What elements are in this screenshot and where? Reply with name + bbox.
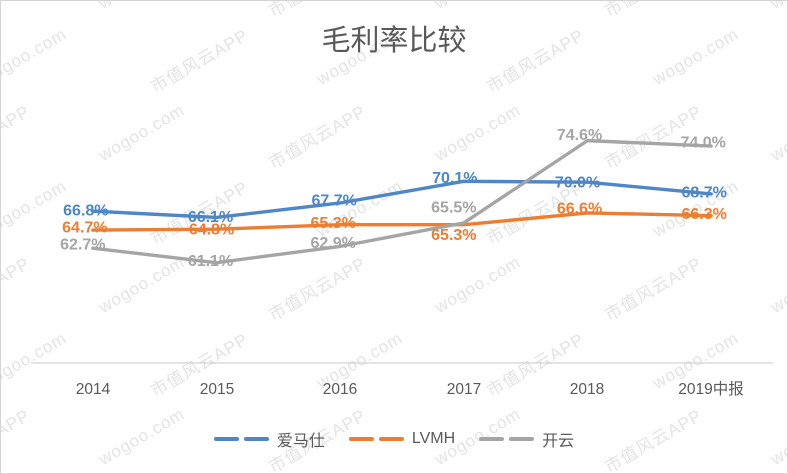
tick-label-2017: 2017 <box>447 381 481 398</box>
legend-item-lvmh: LVMH <box>348 430 456 448</box>
chart-title: 毛利率比较 <box>321 25 467 57</box>
data-label: 74.0% <box>680 135 725 152</box>
data-label: 74.6% <box>557 127 602 144</box>
legend-item-hermes: 爱马仕 <box>213 427 325 451</box>
legend-label: 开云 <box>542 433 575 450</box>
tick-label-2016: 2016 <box>323 381 357 398</box>
x-axis-tick-labels: 2014 2015 2016 2017 2018 2019中报 <box>76 380 744 398</box>
legend-label: 爱马仕 <box>276 433 325 450</box>
data-label: 65.3% <box>310 215 355 232</box>
data-label-layer: 66.8% 66.1% 67.7% 70.1% 70.0% 68.7% 64.7% 64.8%… <box>60 127 727 270</box>
tick-label-2015: 2015 <box>200 381 234 398</box>
data-label: 68.7% <box>681 184 726 201</box>
legend-dash-icon <box>479 437 505 441</box>
chart-legend: 爱马仕 LVMH 开云 <box>1 427 787 451</box>
data-label: 70.0% <box>555 175 600 192</box>
data-label: 66.1% <box>188 209 233 226</box>
data-label: 61.1% <box>188 253 233 270</box>
legend-dash-icon <box>243 437 269 441</box>
tick-label-2019: 2019中报 <box>678 380 743 398</box>
data-label: 66.6% <box>557 200 602 217</box>
tick-label-2014: 2014 <box>76 381 111 398</box>
legend-label: LVMH <box>411 430 456 447</box>
data-label: 65.3% <box>431 227 476 244</box>
series-line-2 <box>91 138 713 265</box>
series-line-1 <box>91 211 713 232</box>
data-label: 70.1% <box>432 170 477 187</box>
series-layer <box>91 138 713 265</box>
data-label: 62.7% <box>60 237 105 254</box>
series-line-0 <box>91 179 713 220</box>
legend-dash-icon <box>348 437 374 441</box>
legend-item-kering: 开云 <box>479 427 574 451</box>
data-label: 67.7% <box>311 192 356 209</box>
data-label: 64.8% <box>189 222 234 239</box>
data-label: 66.8% <box>63 203 108 220</box>
legend-dash-icon <box>378 437 404 441</box>
legend-dash-icon <box>509 437 535 441</box>
data-label: 65.5% <box>431 199 476 216</box>
data-label: 66.3% <box>681 206 726 223</box>
data-label: 64.7% <box>62 220 107 237</box>
legend-dash-icon <box>213 437 239 441</box>
data-label: 62.9% <box>310 235 355 252</box>
tick-label-2018: 2018 <box>570 381 604 398</box>
